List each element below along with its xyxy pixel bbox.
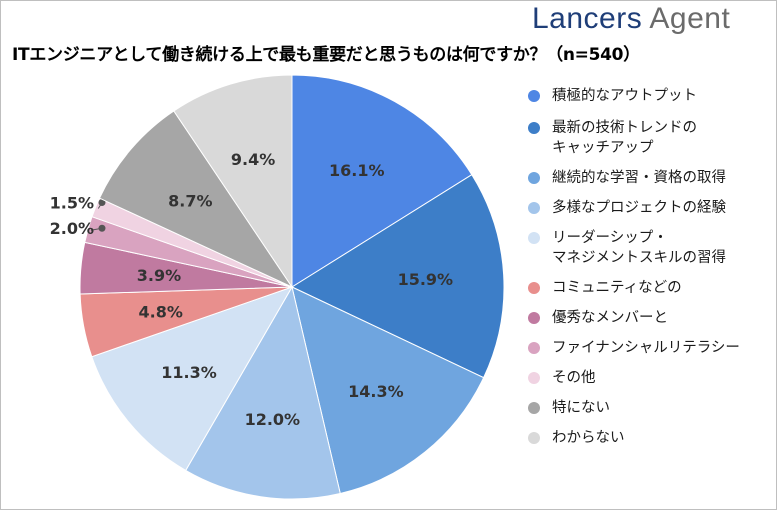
leader-dot bbox=[98, 198, 106, 206]
legend-item: その他 bbox=[528, 368, 773, 388]
slice-value-label: 1.5% bbox=[50, 193, 94, 212]
legend-swatch bbox=[528, 402, 540, 414]
legend-item: わからない bbox=[528, 428, 773, 448]
legend-swatch bbox=[528, 122, 540, 134]
chart-title: ITエンジニアとして働き続ける上で最も重要だと思うものは何ですか？（n=540） bbox=[12, 45, 640, 65]
lancers-agent-logo: Lancers Agent bbox=[532, 2, 730, 36]
logo-word-agent: Agent bbox=[649, 2, 731, 35]
pie-slice bbox=[290, 174, 505, 379]
legend-swatch bbox=[528, 372, 540, 384]
slice-value-label: 2.0% bbox=[50, 219, 94, 238]
legend-item: コミュニティなどの bbox=[528, 278, 773, 298]
legend-label: 優秀なメンバーと bbox=[552, 310, 668, 326]
legend-item: ファイナンシャルリテラシー bbox=[528, 338, 773, 358]
legend-item: 特にない bbox=[528, 398, 773, 418]
slice-value-label: 16.1% bbox=[329, 161, 385, 180]
leader-dot bbox=[98, 224, 106, 232]
legend-label: マネジメントスキルの習得 bbox=[552, 250, 726, 266]
legend-item: 積極的なアウトプット bbox=[528, 86, 773, 106]
pie-slice bbox=[98, 110, 294, 289]
legend-swatch bbox=[528, 282, 540, 294]
slice-value-label: 15.9% bbox=[398, 270, 454, 289]
slice-value-label: 3.9% bbox=[137, 266, 181, 285]
legend-label: リーダーシップ・ bbox=[552, 230, 668, 246]
slice-value-label: 8.7% bbox=[168, 191, 212, 210]
legend-swatch bbox=[528, 172, 540, 184]
logo-word-lancers: Lancers bbox=[532, 2, 643, 35]
slice-value-label: 11.3% bbox=[161, 363, 217, 382]
legend-label: 積極的なアウトプット bbox=[552, 88, 697, 104]
legend-item: 優秀なメンバーと bbox=[528, 308, 773, 328]
legend-swatch bbox=[528, 232, 540, 244]
slice-value-label: 4.8% bbox=[139, 302, 183, 321]
legend-item: リーダーシップ・マネジメントスキルの習得 bbox=[528, 228, 773, 268]
pie-slice bbox=[185, 285, 341, 500]
legend-label: 最新の技術トレンドの bbox=[552, 120, 697, 136]
legend-swatch bbox=[528, 432, 540, 444]
legend-swatch bbox=[528, 342, 540, 354]
slice-value-label: 12.0% bbox=[245, 410, 301, 429]
legend-label: キャッチアップ bbox=[552, 140, 654, 156]
pie-slice bbox=[173, 74, 293, 289]
legend-label: 継続的な学習・資格の取得 bbox=[552, 170, 726, 186]
legend-swatch bbox=[528, 90, 540, 102]
legend-label: コミュニティなどの bbox=[552, 280, 682, 296]
chart-legend: 積極的なアウトプット 最新の技術トレンドの キャッチアップ 継続的な学習・資格の取得多… bbox=[528, 86, 773, 448]
legend-label: ファイナンシャルリテラシー bbox=[552, 340, 740, 356]
pie-slice bbox=[91, 286, 294, 472]
legend-label: 多様なプロジェクトの経験 bbox=[552, 200, 726, 216]
legend-swatch bbox=[528, 312, 540, 324]
legend-label: わからない bbox=[552, 430, 625, 446]
legend-label: その他 bbox=[552, 370, 596, 386]
legend-label: 特にない bbox=[552, 400, 610, 416]
slice-value-label: 14.3% bbox=[348, 382, 404, 401]
legend-item: 多様なプロジェクトの経験 bbox=[528, 198, 773, 218]
legend-swatch bbox=[528, 202, 540, 214]
pie-slice bbox=[291, 286, 485, 495]
slice-value-label: 9.4% bbox=[231, 150, 275, 169]
legend-item: 継続的な学習・資格の取得 bbox=[528, 168, 773, 188]
legend-item: 最新の技術トレンドの キャッチアップ bbox=[528, 118, 773, 158]
pie-slice bbox=[291, 74, 473, 288]
